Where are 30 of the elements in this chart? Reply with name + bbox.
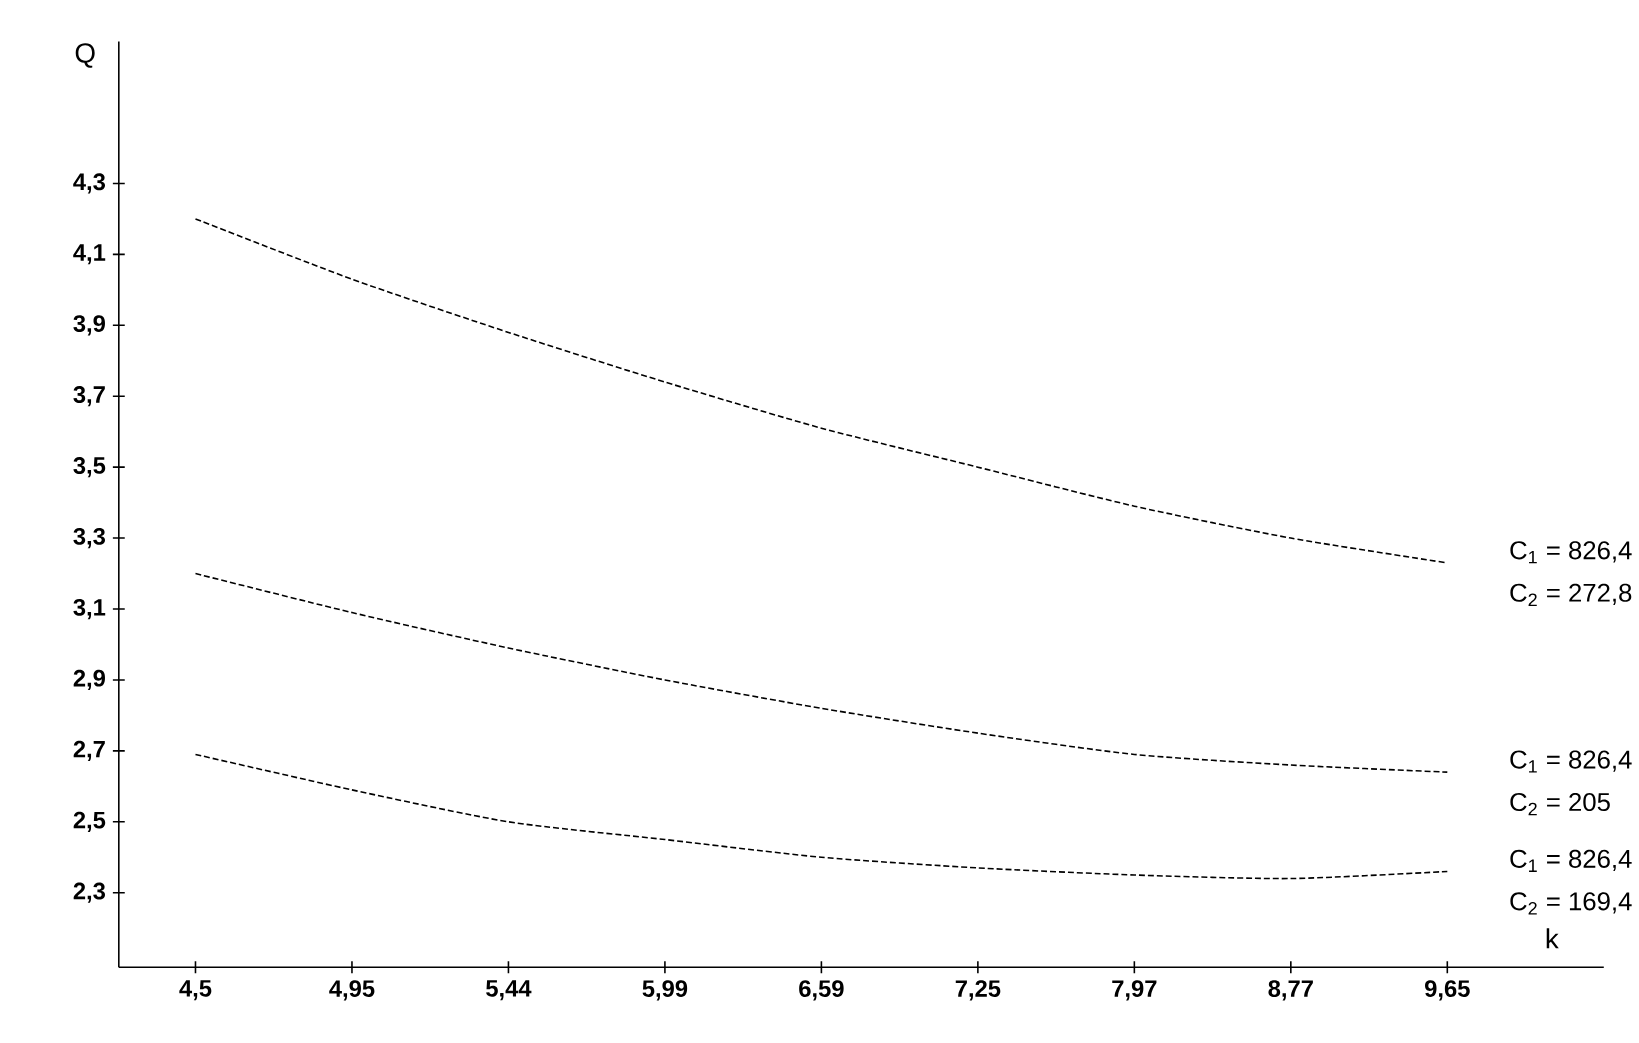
annotation: C$_{2}$ = 169,4 xyxy=(1510,891,1632,915)
y-tick-label: 4,1 xyxy=(73,244,106,265)
y-tick-label: 2,3 xyxy=(73,882,106,903)
x-tick-label: 5,44 xyxy=(486,979,532,1000)
annotation: C$_{1}$ = 826,4 xyxy=(1510,849,1632,872)
x-axis-title: k xyxy=(1546,928,1559,949)
annotation: C$_{2}$ = 205 xyxy=(1510,792,1610,816)
y-tick-label: 2,7 xyxy=(73,740,105,761)
x-tick-label: 7,25 xyxy=(955,979,1001,1001)
y-tick-label: 3,5 xyxy=(73,456,106,478)
y-tick-label: 3,1 xyxy=(73,598,106,619)
x-tick-label: 9,65 xyxy=(1425,979,1470,1001)
y-tick-label: 2,9 xyxy=(73,669,105,690)
x-tick-label: 8,77 xyxy=(1268,979,1313,1001)
x-tick-label: 4,95 xyxy=(329,979,375,1001)
y-tick-label: 2,5 xyxy=(73,811,106,832)
y-tick-label: 4,3 xyxy=(73,173,106,194)
x-tick-label: 7,97 xyxy=(1112,979,1157,1001)
x-tick-label: 4,5 xyxy=(179,979,212,1000)
y-tick-label: 3,9 xyxy=(73,314,105,336)
y-axis-title: Q xyxy=(75,42,95,68)
annotation: C$_{1}$ = 826,4 xyxy=(1510,750,1632,773)
annotation: C$_{2}$ = 272,8 xyxy=(1510,583,1632,606)
annotation: C$_{1}$ = 826,4 xyxy=(1510,540,1632,564)
line-series xyxy=(194,572,1449,773)
x-tick-label: 6,59 xyxy=(799,979,844,1001)
line-series xyxy=(194,753,1449,880)
x-tick-label: 5,99 xyxy=(642,979,688,1001)
y-tick-label: 3,3 xyxy=(73,527,106,548)
y-tick-label: 3,7 xyxy=(73,385,105,407)
